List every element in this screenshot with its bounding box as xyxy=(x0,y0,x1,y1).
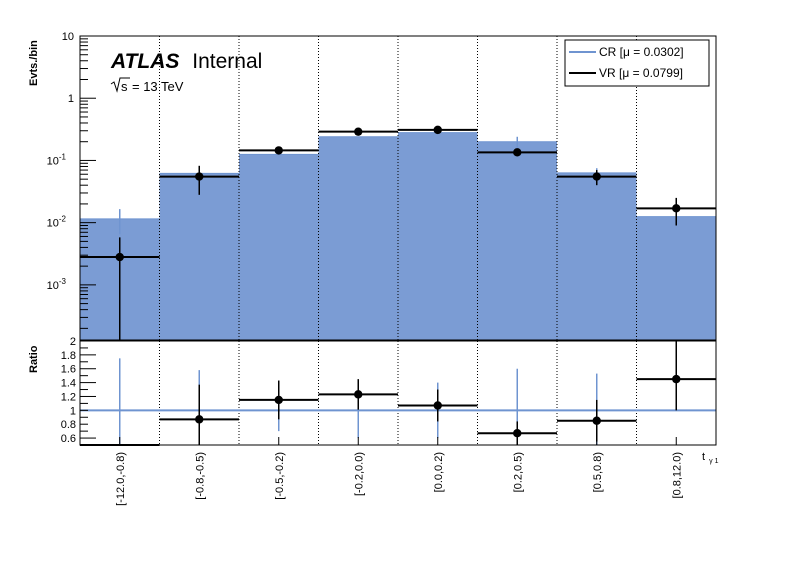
vr-point xyxy=(672,204,681,213)
energy-value: = 13 TeV xyxy=(132,79,184,94)
ratio-y-tick-label: 1.6 xyxy=(61,364,76,376)
cr-bar xyxy=(159,173,239,340)
vr-point xyxy=(592,172,601,181)
vr-point xyxy=(433,125,442,135)
ratio-point xyxy=(274,395,283,405)
vr-point xyxy=(354,127,363,136)
ratio-y-tick-label: 1.8 xyxy=(61,350,76,362)
vr-point xyxy=(513,148,522,157)
vr-point xyxy=(274,146,283,155)
x-tick-label: [-0.2,0.0) xyxy=(353,452,365,496)
cr-bar xyxy=(636,216,716,340)
ratio-frame xyxy=(79,340,717,446)
cr-histogram xyxy=(80,132,716,340)
ratio-point xyxy=(433,401,442,410)
ratio-y-tick-label: 1.2 xyxy=(61,391,76,403)
x-tick-label: [0.5,0.8) xyxy=(592,452,604,492)
y-tick-label: 10-2 xyxy=(47,215,67,230)
x-axis-title-main: t xyxy=(702,451,705,463)
main-frame xyxy=(79,35,717,341)
cr-bar xyxy=(557,172,637,340)
main-plot: 10-3 10-2 10-1 1 10 xyxy=(47,31,717,341)
ratio-y-tick-label: 1 xyxy=(70,405,76,417)
cr-bar xyxy=(477,141,557,340)
ratio-axes: 0.6 0.8 1 1.21.4 1.6 1.8 2 [-12.0,-0.8) [-0.8,-0… xyxy=(61,336,717,506)
x-tick-label: [-0.8,-0.5) xyxy=(194,452,206,500)
x-axis-title: t γ 1 xyxy=(702,451,719,465)
x-tick-label: [0.8,12.0) xyxy=(671,452,683,498)
brand-name: ATLAS xyxy=(110,50,179,73)
legend-cr-label: CR [μ = 0.0302] xyxy=(599,45,684,59)
ratio-series xyxy=(80,341,716,446)
x-tick-label: [-0.5,-0.2) xyxy=(274,452,286,500)
ratio-y-tick-label: 0.6 xyxy=(61,433,76,445)
y-tick-label: 1 xyxy=(68,93,74,105)
vr-point xyxy=(115,252,124,262)
x-tick-label: [0.2,0.5) xyxy=(512,452,524,492)
energy-label: s = 13 TeV xyxy=(110,77,184,94)
ratio-y-tick-label: 2 xyxy=(70,336,76,348)
ratio-point xyxy=(672,374,681,384)
cr-bar xyxy=(239,154,319,340)
ratio-gridlines xyxy=(159,341,637,445)
ratio-point xyxy=(592,416,601,425)
ratio-y-tick-label: 1.4 xyxy=(61,378,76,390)
cr-bar xyxy=(318,136,398,340)
y-tick-label: 10-1 xyxy=(47,152,67,167)
brand-label: ATLAS Internal xyxy=(110,50,262,73)
ratio-y-tick-label: 0.8 xyxy=(61,419,76,431)
vr-series xyxy=(80,125,716,340)
ratio-point xyxy=(195,415,204,424)
x-tick-label: [-12.0,-0.8) xyxy=(115,452,127,506)
main-axes: 10-3 10-2 10-1 1 10 xyxy=(47,31,717,341)
ratio-plot: 0.6 0.8 1 1.21.4 1.6 1.8 2 [-12.0,-0.8) [-0.8,-0… xyxy=(61,336,717,506)
y-tick-label: 10-3 xyxy=(47,277,67,292)
legend: CR [μ = 0.0302] VR [μ = 0.0799] xyxy=(564,39,710,87)
brand-suffix: Internal xyxy=(192,50,262,73)
legend-vr-label: VR [μ = 0.0799] xyxy=(599,66,683,80)
vr-point xyxy=(195,172,204,181)
energy-symbol: s xyxy=(121,79,128,94)
ratio-point xyxy=(513,429,522,438)
x-tick-label: [0.0,0.2) xyxy=(433,452,445,492)
main-ylabel: Evts./bin xyxy=(28,40,40,86)
x-axis-title-sub: γ 1 xyxy=(709,458,718,465)
cr-bar xyxy=(398,132,478,340)
y-tick-label: 10 xyxy=(62,31,74,43)
ratio-ylabel: Ratio xyxy=(28,345,40,373)
sqrt-symbol xyxy=(110,77,130,93)
legend-box xyxy=(564,39,710,87)
ratio-point xyxy=(354,390,363,399)
